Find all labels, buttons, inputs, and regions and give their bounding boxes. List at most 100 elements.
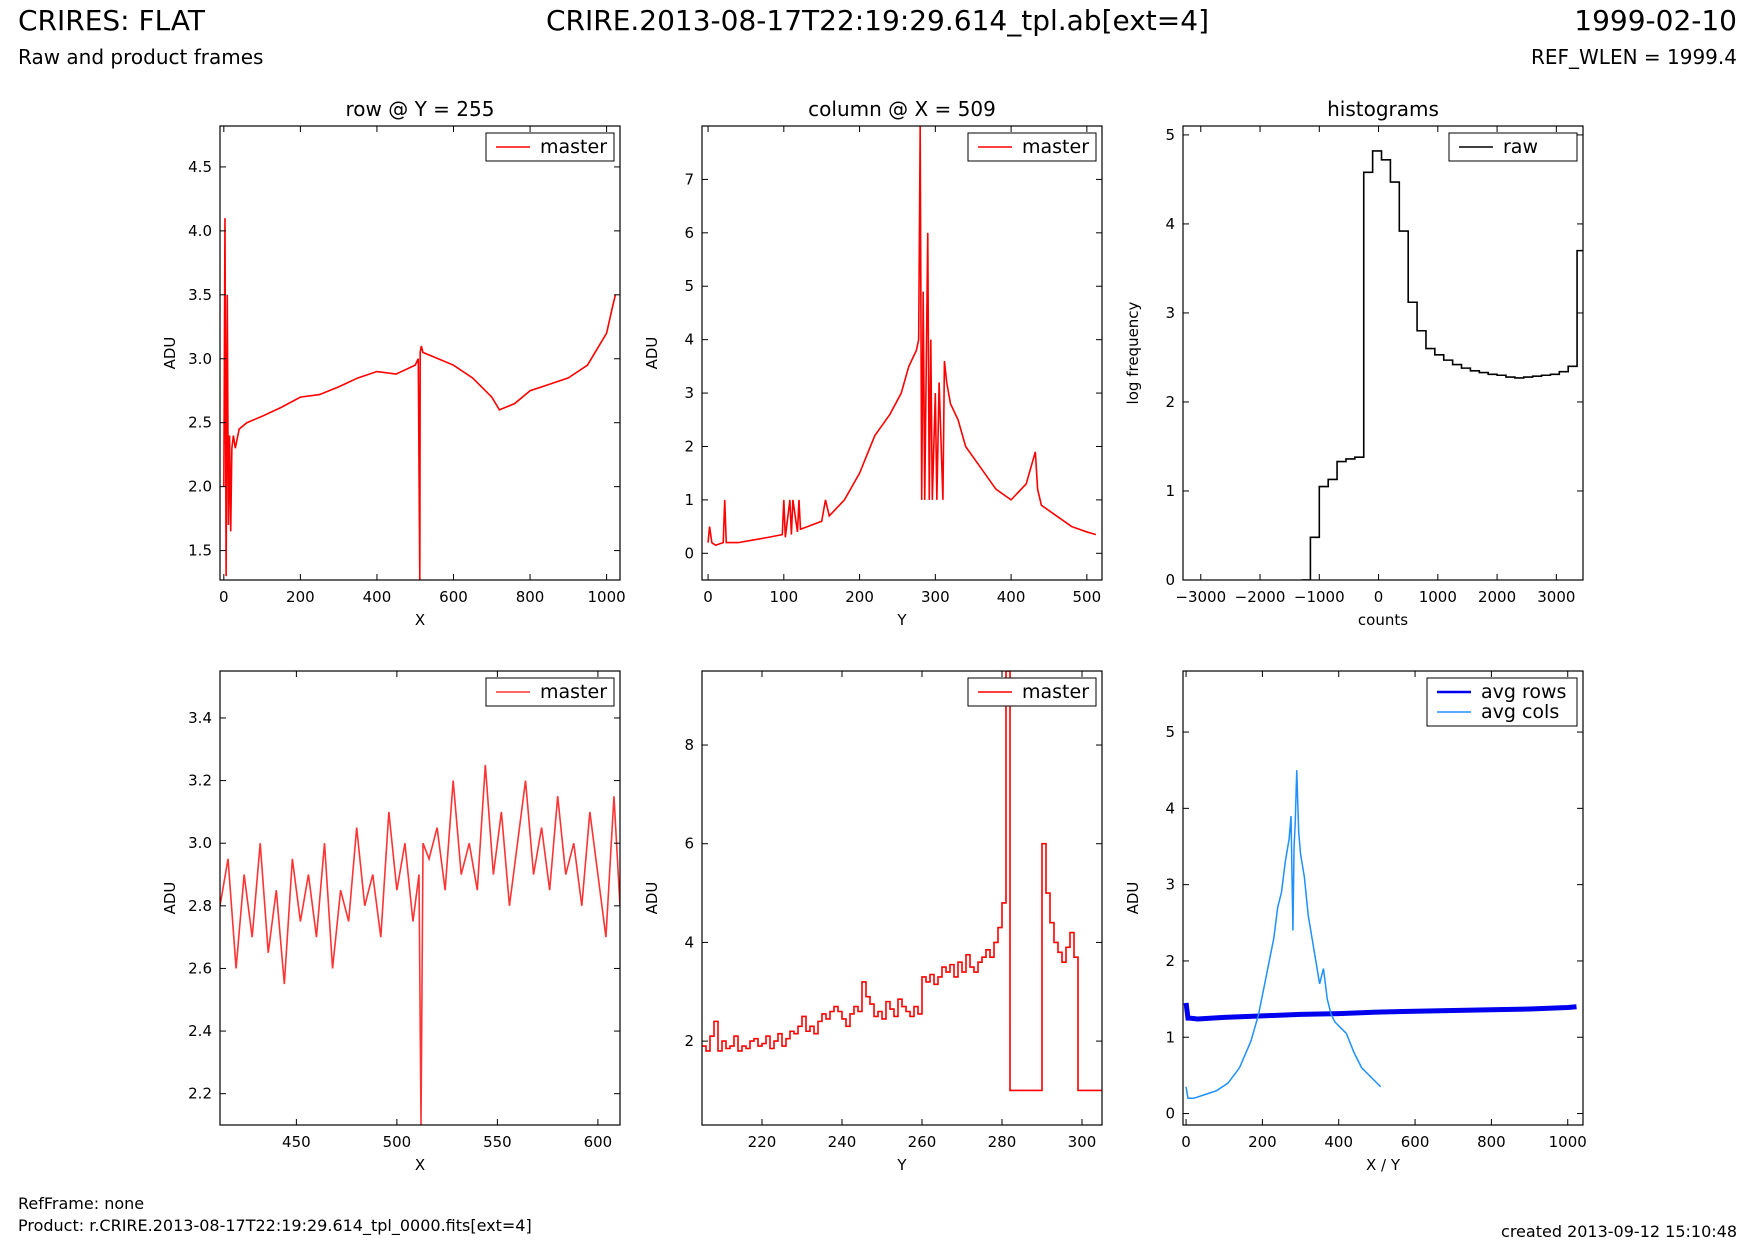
legend: raw xyxy=(1448,132,1578,162)
legend-label: raw xyxy=(1503,136,1538,158)
legend-box xyxy=(1426,677,1578,727)
x-tick-label: 600 xyxy=(584,1133,613,1151)
y-tick-label: 2.5 xyxy=(188,414,212,432)
x-tick-label: −1000 xyxy=(1294,588,1345,606)
x-tick-label: 600 xyxy=(1401,1133,1430,1151)
legend-label: avg cols xyxy=(1481,701,1559,723)
ref-frame-label: RefFrame: none xyxy=(18,1194,145,1213)
y-tick-label: 1 xyxy=(1165,482,1175,500)
x-axis-label: X / Y xyxy=(1366,1156,1401,1174)
y-tick-label: 2 xyxy=(684,1032,694,1050)
legend: master xyxy=(485,677,615,707)
x-axis-label: Y xyxy=(896,1156,907,1174)
y-axis-label: ADU xyxy=(1124,882,1142,915)
y-tick-label: 1 xyxy=(1165,1028,1175,1046)
x-tick-label: −3000 xyxy=(1175,588,1226,606)
y-axis-label: ADU xyxy=(161,882,179,915)
legend: master xyxy=(485,132,615,162)
y-tick-label: 3.0 xyxy=(188,350,212,368)
y-tick-label: 2 xyxy=(1165,952,1175,970)
series-line-avg-cols xyxy=(1185,770,1382,1100)
y-tick-label: 2.8 xyxy=(188,897,212,915)
y-tick-label: 2.0 xyxy=(188,478,212,496)
y-tick-label: 4.0 xyxy=(188,222,212,240)
chart-title: histograms xyxy=(1327,97,1439,121)
x-axis-label: Y xyxy=(896,611,907,629)
y-tick-label: 6 xyxy=(684,224,694,242)
series-line-avg-rows xyxy=(1183,1002,1577,1022)
x-axis-label: X xyxy=(415,611,425,629)
plot-frame xyxy=(1182,670,1584,1126)
x-tick-label: 800 xyxy=(1477,1133,1506,1151)
x-tick-label: 200 xyxy=(286,588,315,606)
series-line-master xyxy=(223,218,617,580)
x-tick-label: 800 xyxy=(516,588,545,606)
y-tick-label: 3.0 xyxy=(188,834,212,852)
x-tick-label: 400 xyxy=(997,588,1026,606)
x-tick-label: 1000 xyxy=(1419,588,1457,606)
x-tick-label: 550 xyxy=(483,1133,512,1151)
plot-frame xyxy=(701,670,1103,1126)
chart-panel-3: −3000 −2000 −1000 0 1000 2000 3000 0 1 2 3 4 5 histog… xyxy=(1124,97,1584,629)
legend-label: master xyxy=(1022,681,1089,703)
x-tick-label: 300 xyxy=(1068,1133,1097,1151)
y-tick-label: 0 xyxy=(1165,571,1175,589)
x-tick-label: 500 xyxy=(383,1133,412,1151)
chart-title: column @ X = 509 xyxy=(808,97,996,121)
x-tick-label: 0 xyxy=(1181,1133,1191,1151)
legend-label: master xyxy=(540,681,607,703)
chart-panel-4: 450 500 550 600 2.2 2.4 2.6 2.8 3.0 3.2 3.4 X ADU mas… xyxy=(161,670,621,1174)
chart-panel-6: 0 200 400 600 800 1000 0 1 2 3 4 5 X / Y ADU avg rowsa… xyxy=(1124,670,1587,1174)
series-line-raw xyxy=(1301,150,1583,580)
x-tick-label: −2000 xyxy=(1235,588,1286,606)
y-tick-label: 2.4 xyxy=(188,1022,212,1040)
x-tick-label: 280 xyxy=(988,1133,1017,1151)
x-tick-label: 0 xyxy=(1374,588,1384,606)
chart-panel-1: 0 200 400 600 800 1000 1.5 2.0 2.5 3.0 3.5 4.0 4.5 ro… xyxy=(161,97,626,629)
y-tick-label: 2.6 xyxy=(188,959,212,977)
x-tick-label: 220 xyxy=(748,1133,777,1151)
y-tick-label: 0 xyxy=(1165,1105,1175,1123)
report-title: CRIRES: FLAT xyxy=(18,4,205,37)
y-tick-label: 4 xyxy=(684,933,694,951)
x-tick-label: 600 xyxy=(439,588,468,606)
x-tick-label: 1000 xyxy=(588,588,626,606)
y-axis-label: ADU xyxy=(643,337,661,370)
y-tick-label: 5 xyxy=(1165,126,1175,144)
legend-label: master xyxy=(1022,136,1089,158)
date-title: 1999-02-10 xyxy=(1574,4,1737,37)
plot-frame xyxy=(701,125,1103,581)
y-axis-label: ADU xyxy=(161,337,179,370)
plot-frame xyxy=(219,125,621,581)
y-tick-label: 1.5 xyxy=(188,542,212,560)
x-tick-label: 3000 xyxy=(1537,588,1575,606)
y-tick-label: 3.5 xyxy=(188,286,212,304)
x-tick-label: 400 xyxy=(1324,1133,1353,1151)
chart-title: row @ Y = 255 xyxy=(346,97,495,121)
x-tick-label: 2000 xyxy=(1478,588,1516,606)
chart-panel-2: 0 100 200 300 400 500 0 1 2 3 4 5 6 7 column @ X = 509… xyxy=(643,97,1103,629)
created-label: created 2013-09-12 15:10:48 xyxy=(1501,1222,1737,1241)
y-tick-label: 8 xyxy=(684,736,694,754)
file-title: CRIRE.2013-08-17T22:19:29.614_tpl.ab[ext… xyxy=(545,4,1209,37)
y-axis-label: ADU xyxy=(643,882,661,915)
x-axis-label: X xyxy=(415,1156,425,1174)
y-tick-label: 2 xyxy=(684,437,694,455)
plot-frame xyxy=(219,670,621,1126)
y-tick-label: 3.2 xyxy=(188,772,212,790)
y-tick-label: 0 xyxy=(684,544,694,562)
x-tick-label: 260 xyxy=(908,1133,937,1151)
x-tick-label: 0 xyxy=(703,588,713,606)
x-tick-label: 0 xyxy=(219,588,229,606)
x-tick-label: 1000 xyxy=(1549,1133,1587,1151)
x-tick-label: 450 xyxy=(282,1133,311,1151)
y-tick-label: 4 xyxy=(684,331,694,349)
legend-label: avg rows xyxy=(1481,681,1566,703)
series-line-master xyxy=(707,126,1097,547)
y-tick-label: 3 xyxy=(1165,304,1175,322)
y-tick-label: 3.4 xyxy=(188,709,212,727)
legend-label: master xyxy=(540,136,607,158)
legend: master xyxy=(967,132,1097,162)
product-label: Product: r.CRIRE.2013-08-17T22:19:29.614… xyxy=(18,1216,532,1235)
